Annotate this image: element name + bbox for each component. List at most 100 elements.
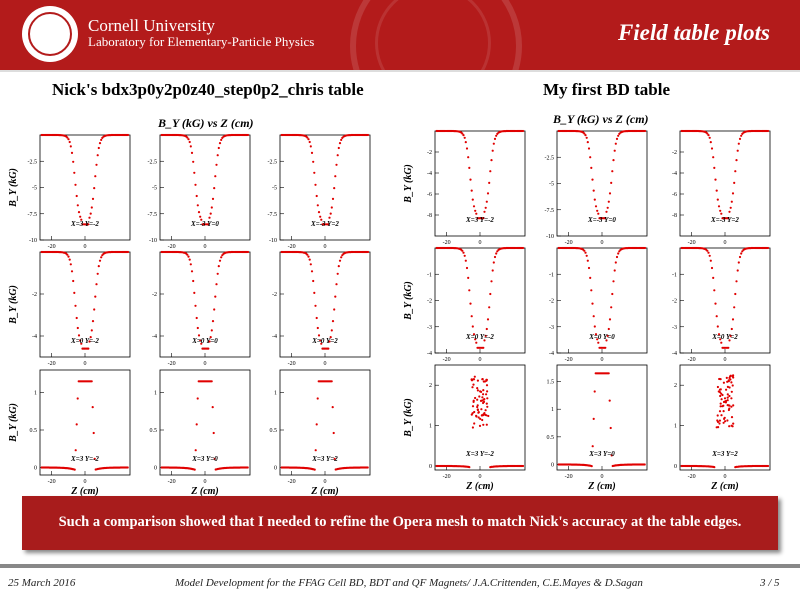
data-point xyxy=(732,404,735,407)
data-point xyxy=(734,292,737,296)
data-point xyxy=(246,250,250,254)
y-tick-label: -4 xyxy=(272,334,277,340)
y-tick-label: 0.5 xyxy=(547,435,555,441)
data-point xyxy=(715,426,718,429)
data-point xyxy=(725,376,728,379)
left-3-2-panel xyxy=(159,369,251,476)
data-point xyxy=(720,341,723,344)
panel-label: X=-3 Y=0 xyxy=(190,220,219,228)
data-point xyxy=(331,320,335,323)
data-point xyxy=(593,325,596,328)
data-point xyxy=(80,218,83,221)
data-point xyxy=(723,417,726,420)
data-point xyxy=(737,142,740,145)
data-point xyxy=(90,206,93,209)
data-point xyxy=(472,333,476,336)
data-point xyxy=(91,406,94,409)
data-point xyxy=(485,378,488,381)
y-tick-label: 0 xyxy=(429,464,432,470)
conclusion-box: Such a comparison showed that I needed t… xyxy=(22,496,778,550)
data-point xyxy=(607,327,610,331)
plot-frame xyxy=(159,369,251,476)
y-tick-label: 0 xyxy=(274,466,277,472)
data-point xyxy=(96,154,99,157)
data-point xyxy=(643,246,647,250)
data-point xyxy=(717,205,721,208)
data-point xyxy=(96,272,99,275)
data-point xyxy=(730,390,733,393)
data-point xyxy=(220,256,223,259)
data-point xyxy=(495,134,498,137)
data-point xyxy=(730,200,733,203)
panel-label: X=3 Y=0 xyxy=(191,455,218,463)
data-point xyxy=(76,204,79,207)
data-point xyxy=(340,138,343,141)
data-point xyxy=(707,251,710,254)
data-point xyxy=(482,414,485,417)
data-point xyxy=(196,397,199,400)
data-point xyxy=(75,194,78,198)
y-tick-label: 1 xyxy=(551,407,554,413)
data-point xyxy=(605,339,608,342)
data-point xyxy=(474,338,477,341)
footer-date: 25 March 2016 xyxy=(8,577,76,589)
data-point xyxy=(467,276,470,279)
data-point xyxy=(328,216,331,219)
data-point xyxy=(483,398,486,401)
y-axis-label: B_Y (kG) xyxy=(8,168,19,208)
data-point xyxy=(465,147,469,150)
data-point xyxy=(486,405,489,408)
y-tick-label: -2.5 xyxy=(148,159,158,165)
data-point xyxy=(468,289,471,292)
data-point xyxy=(210,329,213,332)
data-point xyxy=(337,265,340,268)
panel-label: X=-3 Y=2 xyxy=(710,216,739,224)
data-point xyxy=(476,408,479,411)
data-point xyxy=(79,215,82,218)
data-point xyxy=(73,468,76,471)
data-point xyxy=(194,449,197,452)
data-point xyxy=(718,419,722,422)
data-point xyxy=(74,449,77,452)
x-tick-label: 0 xyxy=(84,361,87,367)
panel-label: X=3 Y=2 xyxy=(711,450,738,458)
y-tick-label: -1 xyxy=(427,272,432,278)
data-point xyxy=(319,215,322,218)
university-name: Cornell University xyxy=(88,16,216,35)
data-point xyxy=(735,159,738,162)
data-point xyxy=(211,320,215,323)
y-tick-label: -4 xyxy=(32,334,37,340)
cornell-seal-logo xyxy=(22,6,78,62)
data-point xyxy=(476,387,479,390)
data-point xyxy=(307,255,310,258)
x-tick-label: 0 xyxy=(84,479,87,485)
data-point xyxy=(730,405,733,408)
data-point xyxy=(708,136,711,139)
x-tick-label: -20 xyxy=(443,357,451,363)
data-point xyxy=(100,138,103,141)
data-point xyxy=(731,318,735,321)
data-point xyxy=(729,334,732,337)
data-point xyxy=(195,423,198,426)
y-tick-label: 1.5 xyxy=(547,380,555,386)
data-point xyxy=(728,210,731,213)
data-point xyxy=(461,249,464,252)
data-point xyxy=(476,405,479,409)
y-tick-label: -7.5 xyxy=(268,212,278,218)
data-point xyxy=(472,205,476,208)
data-point xyxy=(315,194,318,198)
left-2-2-panel xyxy=(159,250,251,358)
data-point xyxy=(485,327,488,331)
data-point xyxy=(328,340,331,343)
y-tick-label: 0 xyxy=(674,464,677,470)
data-point xyxy=(246,133,250,137)
data-point xyxy=(612,159,615,162)
panel-label: X=3 Y=-2 xyxy=(70,455,99,463)
y-tick-label: -1 xyxy=(549,272,554,278)
data-point xyxy=(471,325,474,328)
data-point xyxy=(485,384,489,387)
data-point xyxy=(461,132,464,135)
data-point xyxy=(481,378,484,381)
data-point xyxy=(70,151,74,154)
data-point xyxy=(730,416,734,419)
